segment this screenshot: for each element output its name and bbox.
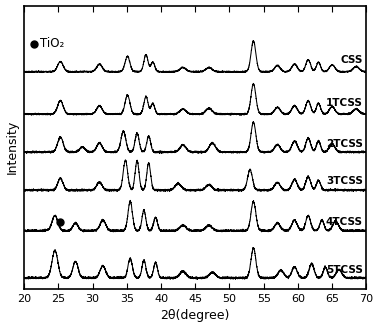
Text: 1TCSS: 1TCSS xyxy=(326,98,363,108)
Text: 3TCSS: 3TCSS xyxy=(326,176,363,186)
Text: TiO₂: TiO₂ xyxy=(40,37,64,50)
Text: 2TCSS: 2TCSS xyxy=(326,139,363,149)
Text: 5TCSS: 5TCSS xyxy=(326,265,363,275)
Text: CSS: CSS xyxy=(341,55,363,65)
Y-axis label: Intensity: Intensity xyxy=(6,120,19,174)
Text: 4TCSS: 4TCSS xyxy=(326,217,363,227)
X-axis label: 2θ(degree): 2θ(degree) xyxy=(161,309,230,322)
